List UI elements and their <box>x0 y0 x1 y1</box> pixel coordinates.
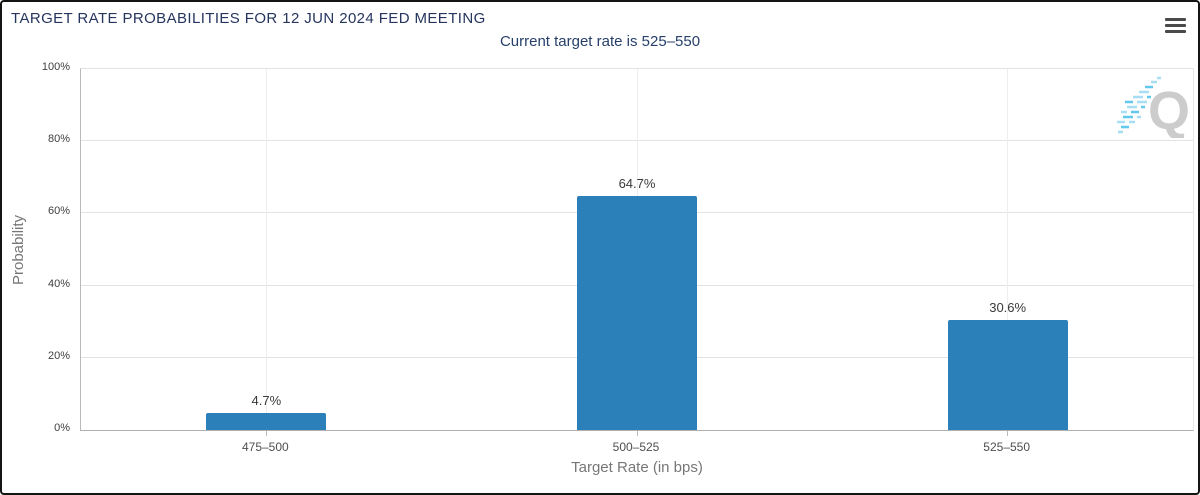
v-gridline <box>265 69 267 430</box>
v-gridline <box>1007 69 1009 430</box>
y-tick-label: 40% <box>47 277 70 290</box>
hamburger-bar <box>1165 24 1186 27</box>
x-tick-label: 475–500 <box>241 440 289 454</box>
y-tick-label: 0% <box>54 422 70 434</box>
hamburger-bar <box>1165 30 1186 33</box>
y-axis-tick-labels: 0% 20% 40% 60% 80% 100% <box>2 61 74 434</box>
bar-value-label: 64.7% <box>618 176 656 192</box>
chart-subtitle: Current target rate is 525–550 <box>499 33 701 50</box>
bar-value-label: 4.7% <box>251 393 282 409</box>
hamburger-bar <box>1165 18 1186 21</box>
y-tick-label: 100% <box>41 61 70 73</box>
x-tick-mark <box>265 431 267 436</box>
x-tick-label: 525–550 <box>983 440 1031 454</box>
x-tick-label: 500–525 <box>612 440 660 454</box>
x-tick-mark <box>636 431 638 436</box>
probability-bar-500–525[interactable] <box>577 196 697 430</box>
x-axis-title: Target Rate (in bps) <box>571 459 703 476</box>
x-tick-mark <box>1007 431 1009 436</box>
y-tick-label: 20% <box>47 349 70 362</box>
chart-title: TARGET RATE PROBABILITIES FOR 12 JUN 202… <box>11 10 486 27</box>
y-tick-label: 60% <box>47 205 70 218</box>
y-tick-label: 80% <box>47 133 70 146</box>
x-axis-tick-labels: 475–500 500–525 525–550 <box>80 440 1194 456</box>
bar-value-label: 30.6% <box>989 299 1027 315</box>
probability-bar-475–500[interactable] <box>206 413 327 430</box>
hamburger-menu-icon[interactable] <box>1165 18 1186 33</box>
probability-bar-525–550[interactable] <box>947 319 1068 430</box>
h-gridline <box>81 68 1193 69</box>
plot-area: 4.7% 64.7% 30.6% <box>80 68 1194 436</box>
